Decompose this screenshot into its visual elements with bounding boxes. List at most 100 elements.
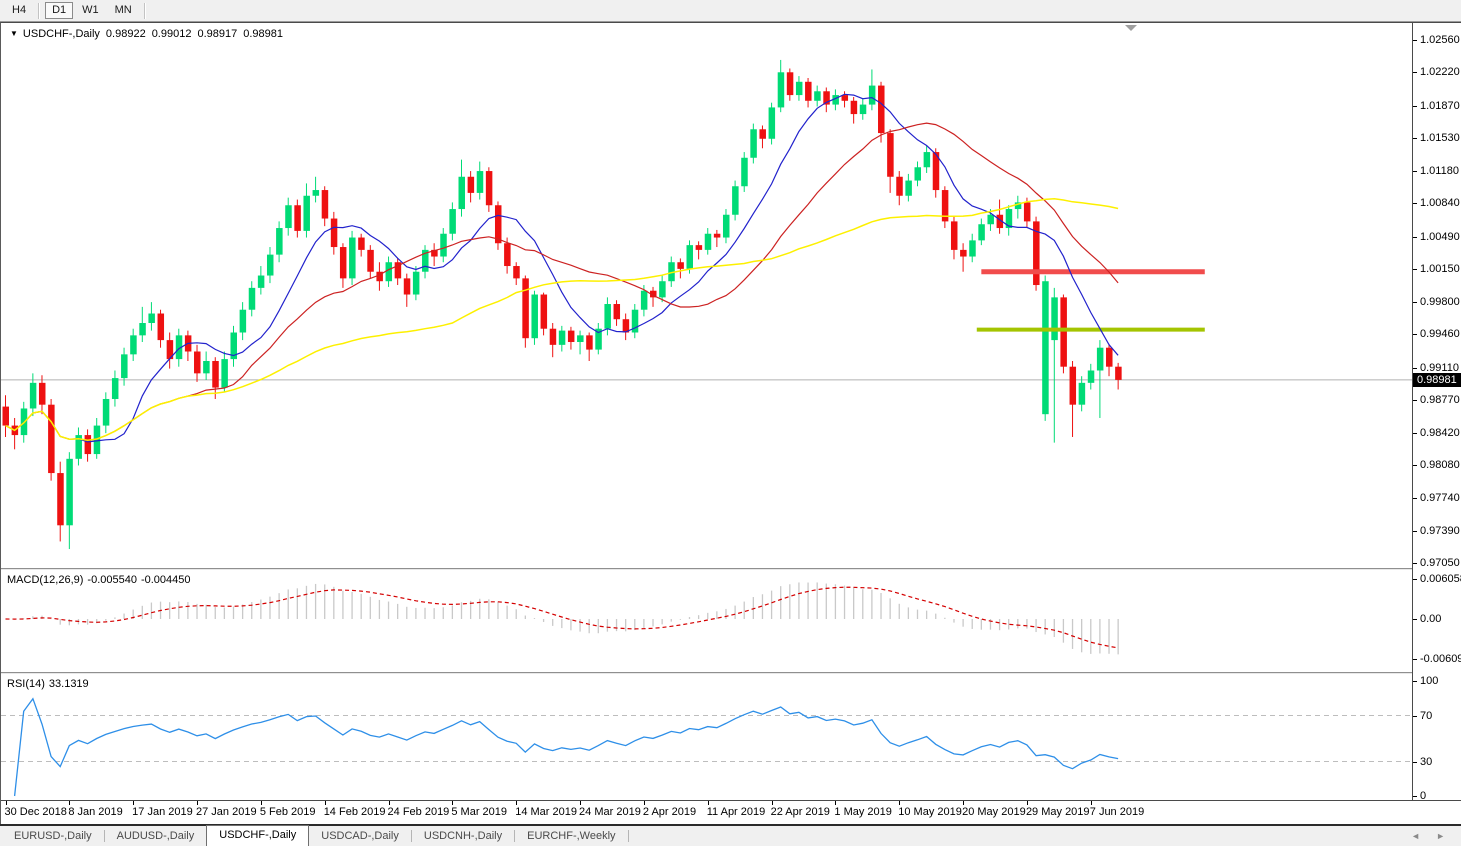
candle-body bbox=[212, 360, 219, 388]
date-axis-tick bbox=[133, 801, 135, 805]
candle-body bbox=[558, 330, 566, 345]
price-chart-canvas[interactable] bbox=[1, 23, 1412, 568]
candle-body bbox=[1014, 202, 1022, 210]
panel-splitter[interactable] bbox=[1, 672, 1461, 674]
candle-body bbox=[2, 406, 9, 426]
scroll-to-end-icon[interactable] bbox=[1125, 25, 1137, 31]
price-axis-label: 0.98420 bbox=[1420, 427, 1460, 440]
date-axis-label: 22 Apr 2019 bbox=[770, 806, 830, 818]
timeframe-h4-button[interactable]: H4 bbox=[12, 4, 27, 16]
dropdown-icon[interactable]: ▼ bbox=[10, 29, 18, 38]
candle-body bbox=[102, 398, 110, 426]
date-axis-label: 29 May 2019 bbox=[1025, 806, 1090, 818]
price-axis-tick bbox=[1413, 433, 1417, 435]
timeframe-mn-button[interactable]: MN bbox=[114, 4, 132, 16]
candle-body bbox=[786, 72, 794, 96]
tab-usdchf-daily[interactable]: USDCHF-,Daily bbox=[206, 825, 310, 846]
candle-body bbox=[987, 214, 994, 225]
candle-body bbox=[1106, 347, 1113, 367]
candle-body bbox=[722, 214, 730, 238]
price-axis-label: 1.02560 bbox=[1420, 34, 1460, 46]
date-axis-label: 10 May 2019 bbox=[898, 806, 962, 818]
macd-axis-label: 0.00 bbox=[1420, 613, 1442, 625]
candle-body bbox=[659, 281, 666, 298]
panel-splitter[interactable] bbox=[1, 568, 1461, 570]
candle-body bbox=[969, 240, 976, 257]
tab-separator bbox=[627, 830, 629, 842]
tab-usdcnh-daily[interactable]: USDCNH-,Daily bbox=[423, 830, 503, 842]
price-axis-tick bbox=[1413, 236, 1417, 238]
candle-body bbox=[367, 249, 374, 272]
candle-body bbox=[577, 335, 584, 343]
ma-slow-yellow bbox=[5, 198, 1119, 442]
timeframe-d1-button[interactable]: D1 bbox=[45, 2, 74, 19]
timeframe-w1-button[interactable]: W1 bbox=[82, 4, 99, 16]
candle-body bbox=[923, 152, 931, 168]
date-axis-label: 8 Jan 2019 bbox=[68, 806, 123, 818]
tab-scroll-right-icon[interactable]: ► bbox=[1436, 831, 1445, 841]
price-scale[interactable]: 1.02560 1.02220 1.01870 1.01530 1.01180 1.008… bbox=[1412, 23, 1461, 802]
price-axis-label: 1.01870 bbox=[1420, 99, 1460, 112]
tab-separator bbox=[514, 830, 516, 842]
date-axis-tick bbox=[643, 801, 645, 805]
toolbar-separator bbox=[38, 2, 41, 19]
date-axis-tick bbox=[69, 801, 71, 805]
tab-eurusd-daily[interactable]: EURUSD-,Daily bbox=[14, 830, 92, 842]
chart-tabbar: EURUSD-,Daily AUDUSD-,Daily USDCHF-,Dail… bbox=[0, 824, 1461, 846]
tab-audusd-daily[interactable]: AUDUSD-,Daily bbox=[116, 830, 195, 842]
date-axis-tick bbox=[580, 801, 582, 805]
macd-canvas[interactable] bbox=[1, 570, 1412, 672]
price-axis-tick bbox=[1413, 334, 1417, 336]
tab-separator bbox=[103, 830, 105, 842]
candle-body bbox=[139, 323, 146, 336]
macd-axis-tick bbox=[1413, 659, 1417, 661]
date-axis-tick bbox=[260, 801, 262, 805]
candle-body bbox=[549, 328, 557, 345]
candle-body bbox=[221, 359, 228, 388]
candle-body bbox=[504, 243, 511, 267]
candle-body bbox=[695, 245, 703, 250]
quote-open: 0.98922 bbox=[105, 28, 146, 40]
candle-body bbox=[394, 262, 402, 279]
tab-eurchf-weekly[interactable]: EURCHF-,Weekly bbox=[527, 830, 616, 842]
price-panel[interactable]: ▼ USDCHF-,Daily 0.98922 0.99012 0.98917 0.989… bbox=[1, 23, 1412, 568]
candle-body bbox=[130, 335, 137, 355]
candle-body bbox=[814, 91, 821, 101]
tab-usdcad-daily[interactable]: USDCAD-,Daily bbox=[321, 830, 399, 842]
candle-body bbox=[175, 335, 183, 360]
candle-body bbox=[194, 351, 201, 374]
date-axis-label: 20 May 2019 bbox=[962, 806, 1026, 818]
rsi-panel[interactable]: RSI(14) 33.1319 bbox=[1, 674, 1412, 800]
macd-name: MACD(12,26,9) bbox=[7, 574, 84, 586]
date-axis-label: 14 Mar 2019 bbox=[515, 806, 577, 818]
candle-body bbox=[321, 190, 329, 219]
candle-body bbox=[713, 233, 721, 238]
candle-body bbox=[440, 233, 447, 257]
candle-body bbox=[485, 171, 493, 206]
candle-body bbox=[622, 319, 630, 333]
price-axis-label: 1.01530 bbox=[1420, 131, 1460, 144]
candle-body bbox=[823, 91, 830, 105]
rsi-axis-label: 100 bbox=[1420, 675, 1439, 687]
candle-body bbox=[467, 176, 475, 193]
time-scale[interactable]: 30 Dec 2018 8 Jan 2019 17 Jan 2019 27 Jan 2… bbox=[1, 800, 1461, 825]
chart-window: ▼ USDCHF-,Daily 0.98922 0.99012 0.98917 0.989… bbox=[0, 22, 1461, 825]
candle-body bbox=[1087, 370, 1095, 383]
candle-body bbox=[93, 425, 101, 455]
candle-body bbox=[1078, 382, 1086, 405]
candle-body bbox=[38, 382, 46, 405]
price-axis-label: 0.98770 bbox=[1420, 393, 1460, 406]
candle-body bbox=[285, 205, 292, 229]
price-axis-tick bbox=[1413, 105, 1417, 107]
date-axis-label: 11 Apr 2019 bbox=[706, 806, 766, 818]
date-axis-label: 1 May 2019 bbox=[834, 806, 892, 818]
macd-panel[interactable]: MACD(12,26,9) -0.005540 -0.004450 bbox=[1, 570, 1412, 672]
candle-body bbox=[1060, 297, 1067, 367]
candle-body bbox=[732, 186, 739, 215]
date-axis-label: 24 Mar 2019 bbox=[579, 806, 641, 818]
candle-body bbox=[996, 214, 1004, 229]
candle-body bbox=[586, 335, 593, 350]
rsi-canvas[interactable] bbox=[1, 674, 1412, 800]
date-axis-tick bbox=[771, 801, 773, 805]
tab-scroll-left-icon[interactable]: ◄ bbox=[1411, 831, 1421, 841]
